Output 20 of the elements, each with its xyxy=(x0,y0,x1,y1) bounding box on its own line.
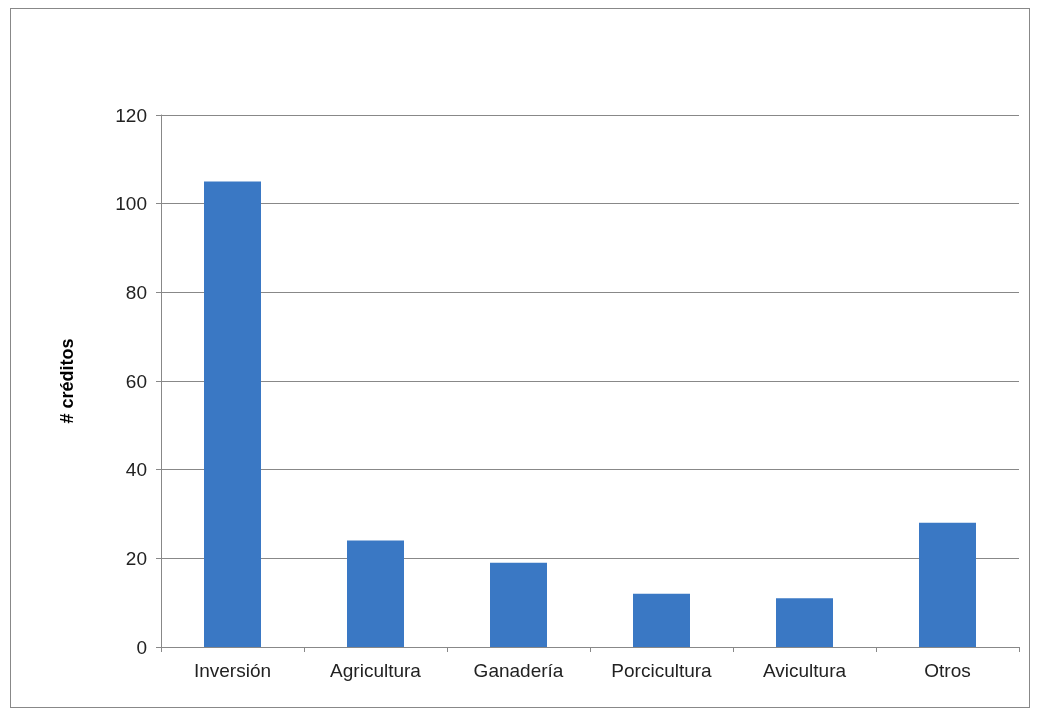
bar xyxy=(776,598,833,647)
x-tick-label: Porcicultura xyxy=(611,660,713,681)
y-tick-label: 0 xyxy=(136,636,147,658)
x-tick-label: Inversión xyxy=(193,660,272,681)
x-tick-label: Otros xyxy=(924,660,971,681)
bar xyxy=(919,522,976,647)
y-axis-title: # créditos xyxy=(57,338,77,424)
y-tick-label: 40 xyxy=(125,459,147,481)
x-tick-label: Ganadería xyxy=(473,660,564,681)
y-tick-label: 100 xyxy=(115,193,147,215)
bar xyxy=(633,593,690,647)
x-tick-label: Avicultura xyxy=(762,660,847,681)
bar xyxy=(347,540,404,647)
y-tick-label: 20 xyxy=(125,547,147,569)
bar xyxy=(204,181,261,647)
y-tick-label: 80 xyxy=(125,281,147,303)
y-tick-label: 120 xyxy=(115,104,147,126)
y-tick-label: 60 xyxy=(125,370,147,392)
bar xyxy=(490,562,547,647)
x-tick-label: Agricultura xyxy=(330,660,422,681)
